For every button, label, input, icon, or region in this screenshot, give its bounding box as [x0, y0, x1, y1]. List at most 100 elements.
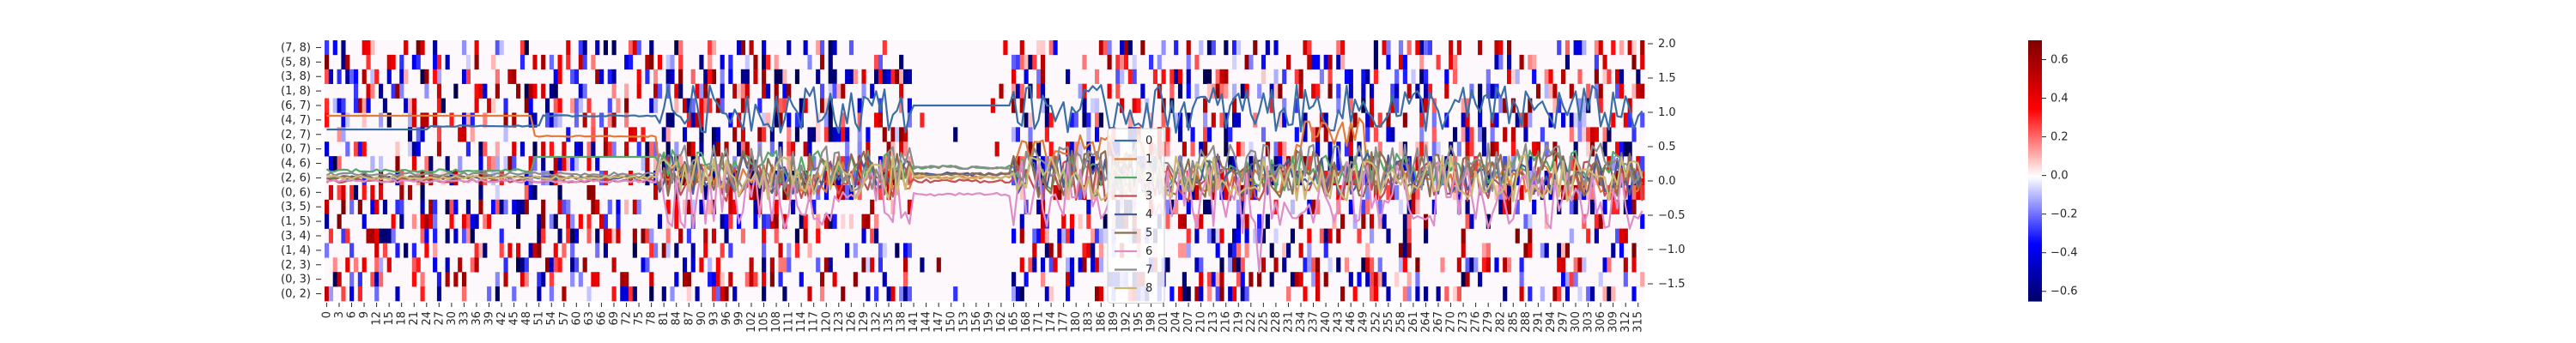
heatmap-cell: [566, 199, 571, 214]
heatmap-cell: [828, 127, 833, 142]
heatmap-cell: [1086, 199, 1091, 214]
heatmap-cell: [578, 214, 583, 229]
heatmap-cell: [803, 214, 808, 229]
heatmap-cell: [1402, 243, 1407, 258]
legend-label-8: 8: [1145, 282, 1152, 295]
heatmap-cell: [1215, 83, 1220, 99]
heatmap-cell: [1298, 83, 1303, 99]
heatmap-cell: [1253, 112, 1258, 128]
heatmap-cell: [1303, 40, 1308, 56]
heatmap-cell: [1469, 257, 1474, 273]
heatmap-cell: [744, 272, 750, 287]
heatmap-cell: [711, 286, 717, 302]
heatmap-cell: [404, 40, 409, 56]
heatmap-cell: [1382, 214, 1387, 229]
heatmap-cell: [728, 184, 733, 201]
heatmap-cell: [503, 199, 508, 214]
heatmap-cell: [449, 199, 454, 214]
column-tick-label: 315: [1632, 311, 1645, 333]
heatmap-cell: [1365, 112, 1370, 128]
heatmap-cell: [1177, 83, 1183, 99]
heatmap-cell: [1452, 54, 1458, 70]
heatmap-cell: [1107, 83, 1112, 99]
colorbar-segment: [2028, 165, 2042, 170]
heatmap-cell: [649, 141, 654, 157]
heatmap-cell: [1561, 112, 1566, 128]
heatmap-cell: [433, 54, 438, 70]
heatmap-cell: [1494, 54, 1499, 70]
heatmap-cell: [416, 54, 421, 70]
heatmap-cell: [816, 257, 821, 273]
heatmap-cell: [1636, 184, 1641, 201]
heatmap-cell: [803, 98, 808, 113]
heatmap-cell: [715, 257, 720, 273]
heatmap-cell: [1449, 141, 1454, 157]
column-tick-label: 141: [908, 311, 920, 333]
heatmap-cell: [1357, 228, 1362, 244]
heatmap-cell: [811, 199, 817, 214]
column-tick-label: 93: [708, 311, 720, 326]
heatmap-cell: [1390, 98, 1395, 113]
column-tick-label: 105: [758, 311, 771, 333]
heatmap-cell: [495, 184, 500, 201]
heatmap-cell: [661, 243, 666, 258]
heatmap-cell: [436, 69, 442, 84]
heatmap-cell: [483, 112, 488, 128]
colorbar-segment: [2028, 240, 2042, 244]
heatmap-cell: [848, 40, 854, 56]
column-tick-label: 168: [1020, 311, 1033, 333]
heatmap-cell: [857, 156, 862, 172]
heatmap-cell: [762, 257, 767, 273]
heatmap-cell: [549, 272, 554, 287]
heatmap-cell: [462, 69, 467, 84]
heatmap-cell: [595, 40, 600, 56]
heatmap-cell: [1340, 54, 1346, 70]
heatmap-cell: [1402, 257, 1407, 273]
heatmap-cell: [453, 272, 459, 287]
heatmap-cell: [1640, 54, 1645, 70]
heatmap-cell: [1406, 272, 1412, 287]
heatmap-cell: [1532, 54, 1537, 70]
heatmap-cell: [1165, 127, 1170, 142]
heatmap-cell: [1240, 257, 1245, 273]
heatmap-cell: [632, 228, 637, 244]
heatmap-cell: [1182, 286, 1187, 302]
heatmap-cell: [649, 243, 654, 258]
heatmap-cell: [690, 243, 696, 258]
heatmap-cell: [1240, 272, 1245, 287]
heatmap-cell: [495, 199, 500, 214]
heatmap-cell: [1231, 112, 1237, 128]
heatmap-cell: [1040, 257, 1046, 273]
right-axis: 2.01.51.00.50.0−0.5−1.0−1.5: [1648, 38, 1686, 291]
heatmap-cell: [562, 199, 567, 214]
heatmap-cell: [1240, 184, 1245, 201]
heatmap-cell: [386, 69, 392, 84]
colorbar-tick-label: 0.0: [2050, 170, 2069, 183]
heatmap-cell: [1386, 40, 1391, 56]
heatmap-cell: [353, 184, 359, 201]
heatmap-cell: [1177, 243, 1183, 258]
heatmap-cell: [424, 228, 429, 244]
heatmap-cell: [907, 199, 912, 214]
heatmap-cell: [907, 98, 912, 113]
heatmap-cell: [1631, 40, 1637, 56]
heatmap-cell: [703, 243, 708, 258]
heatmap-cell: [395, 156, 400, 172]
heatmap-cell: [1564, 184, 1571, 201]
heatmap-cell: [553, 69, 558, 84]
heatmap-cell: [1094, 228, 1100, 244]
heatmap-cell: [416, 40, 421, 56]
heatmap-cell: [1586, 184, 1591, 201]
heatmap-cell: [353, 257, 359, 273]
heatmap-cell: [1177, 112, 1183, 128]
heatmap-cell: [532, 243, 538, 258]
heatmap-cell: [599, 112, 605, 128]
heatmap-cell: [1206, 286, 1212, 302]
heatmap-cell: [920, 257, 925, 273]
colorbar-segment: [2028, 281, 2042, 285]
heatmap-cell: [1485, 83, 1491, 99]
heatmap-cell: [341, 112, 346, 128]
heatmap-cell: [374, 286, 380, 302]
heatmap-cell: [899, 69, 904, 84]
heatmap-cell: [1236, 40, 1241, 56]
